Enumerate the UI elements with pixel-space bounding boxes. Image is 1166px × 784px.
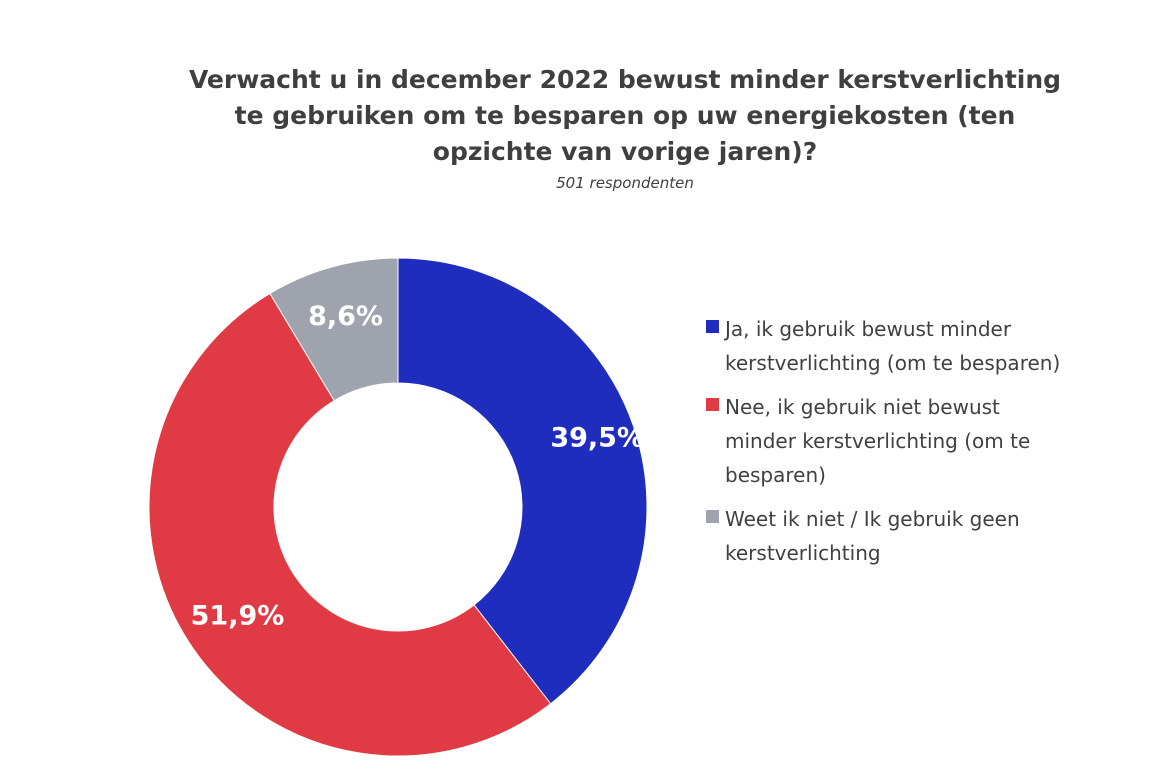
chart-subtitle: 501 respondenten <box>556 174 694 192</box>
legend-label-ja: Ja, ik gebruik bewust minder kerstverlic… <box>725 317 1061 375</box>
donut-slice-ja <box>397 257 648 705</box>
chart-title: Verwacht u in december 2022 bewust minde… <box>188 65 1062 166</box>
donut-slice-weet-niet <box>269 257 399 402</box>
legend-label-weet-niet: Weet ik niet / Ik gebruik geen kerstverl… <box>725 507 1020 565</box>
slice-label-weet-niet: 8,6% <box>308 301 383 332</box>
donut-chart: 39,5% 51,9% 8,6% <box>148 257 648 757</box>
legend-item-ja: Ja, ik gebruik bewust minder kerstverlic… <box>706 312 1086 380</box>
chart-header: Verwacht u in december 2022 bewust minde… <box>150 62 1100 194</box>
legend-swatch-nee <box>706 398 719 411</box>
donut-slice-nee <box>148 292 552 757</box>
legend-item-weet-niet: Weet ik niet / Ik gebruik geen kerstverl… <box>706 502 1086 570</box>
legend-swatch-weet-niet <box>706 510 719 523</box>
legend-swatch-ja <box>706 320 719 333</box>
slice-label-ja: 39,5% <box>550 422 644 453</box>
chart-legend: Ja, ik gebruik bewust minder kerstverlic… <box>706 312 1086 580</box>
legend-label-nee: Nee, ik gebruik niet bewust minder kerst… <box>725 395 1031 487</box>
legend-item-nee: Nee, ik gebruik niet bewust minder kerst… <box>706 390 1086 492</box>
slice-label-nee: 51,9% <box>191 600 285 631</box>
